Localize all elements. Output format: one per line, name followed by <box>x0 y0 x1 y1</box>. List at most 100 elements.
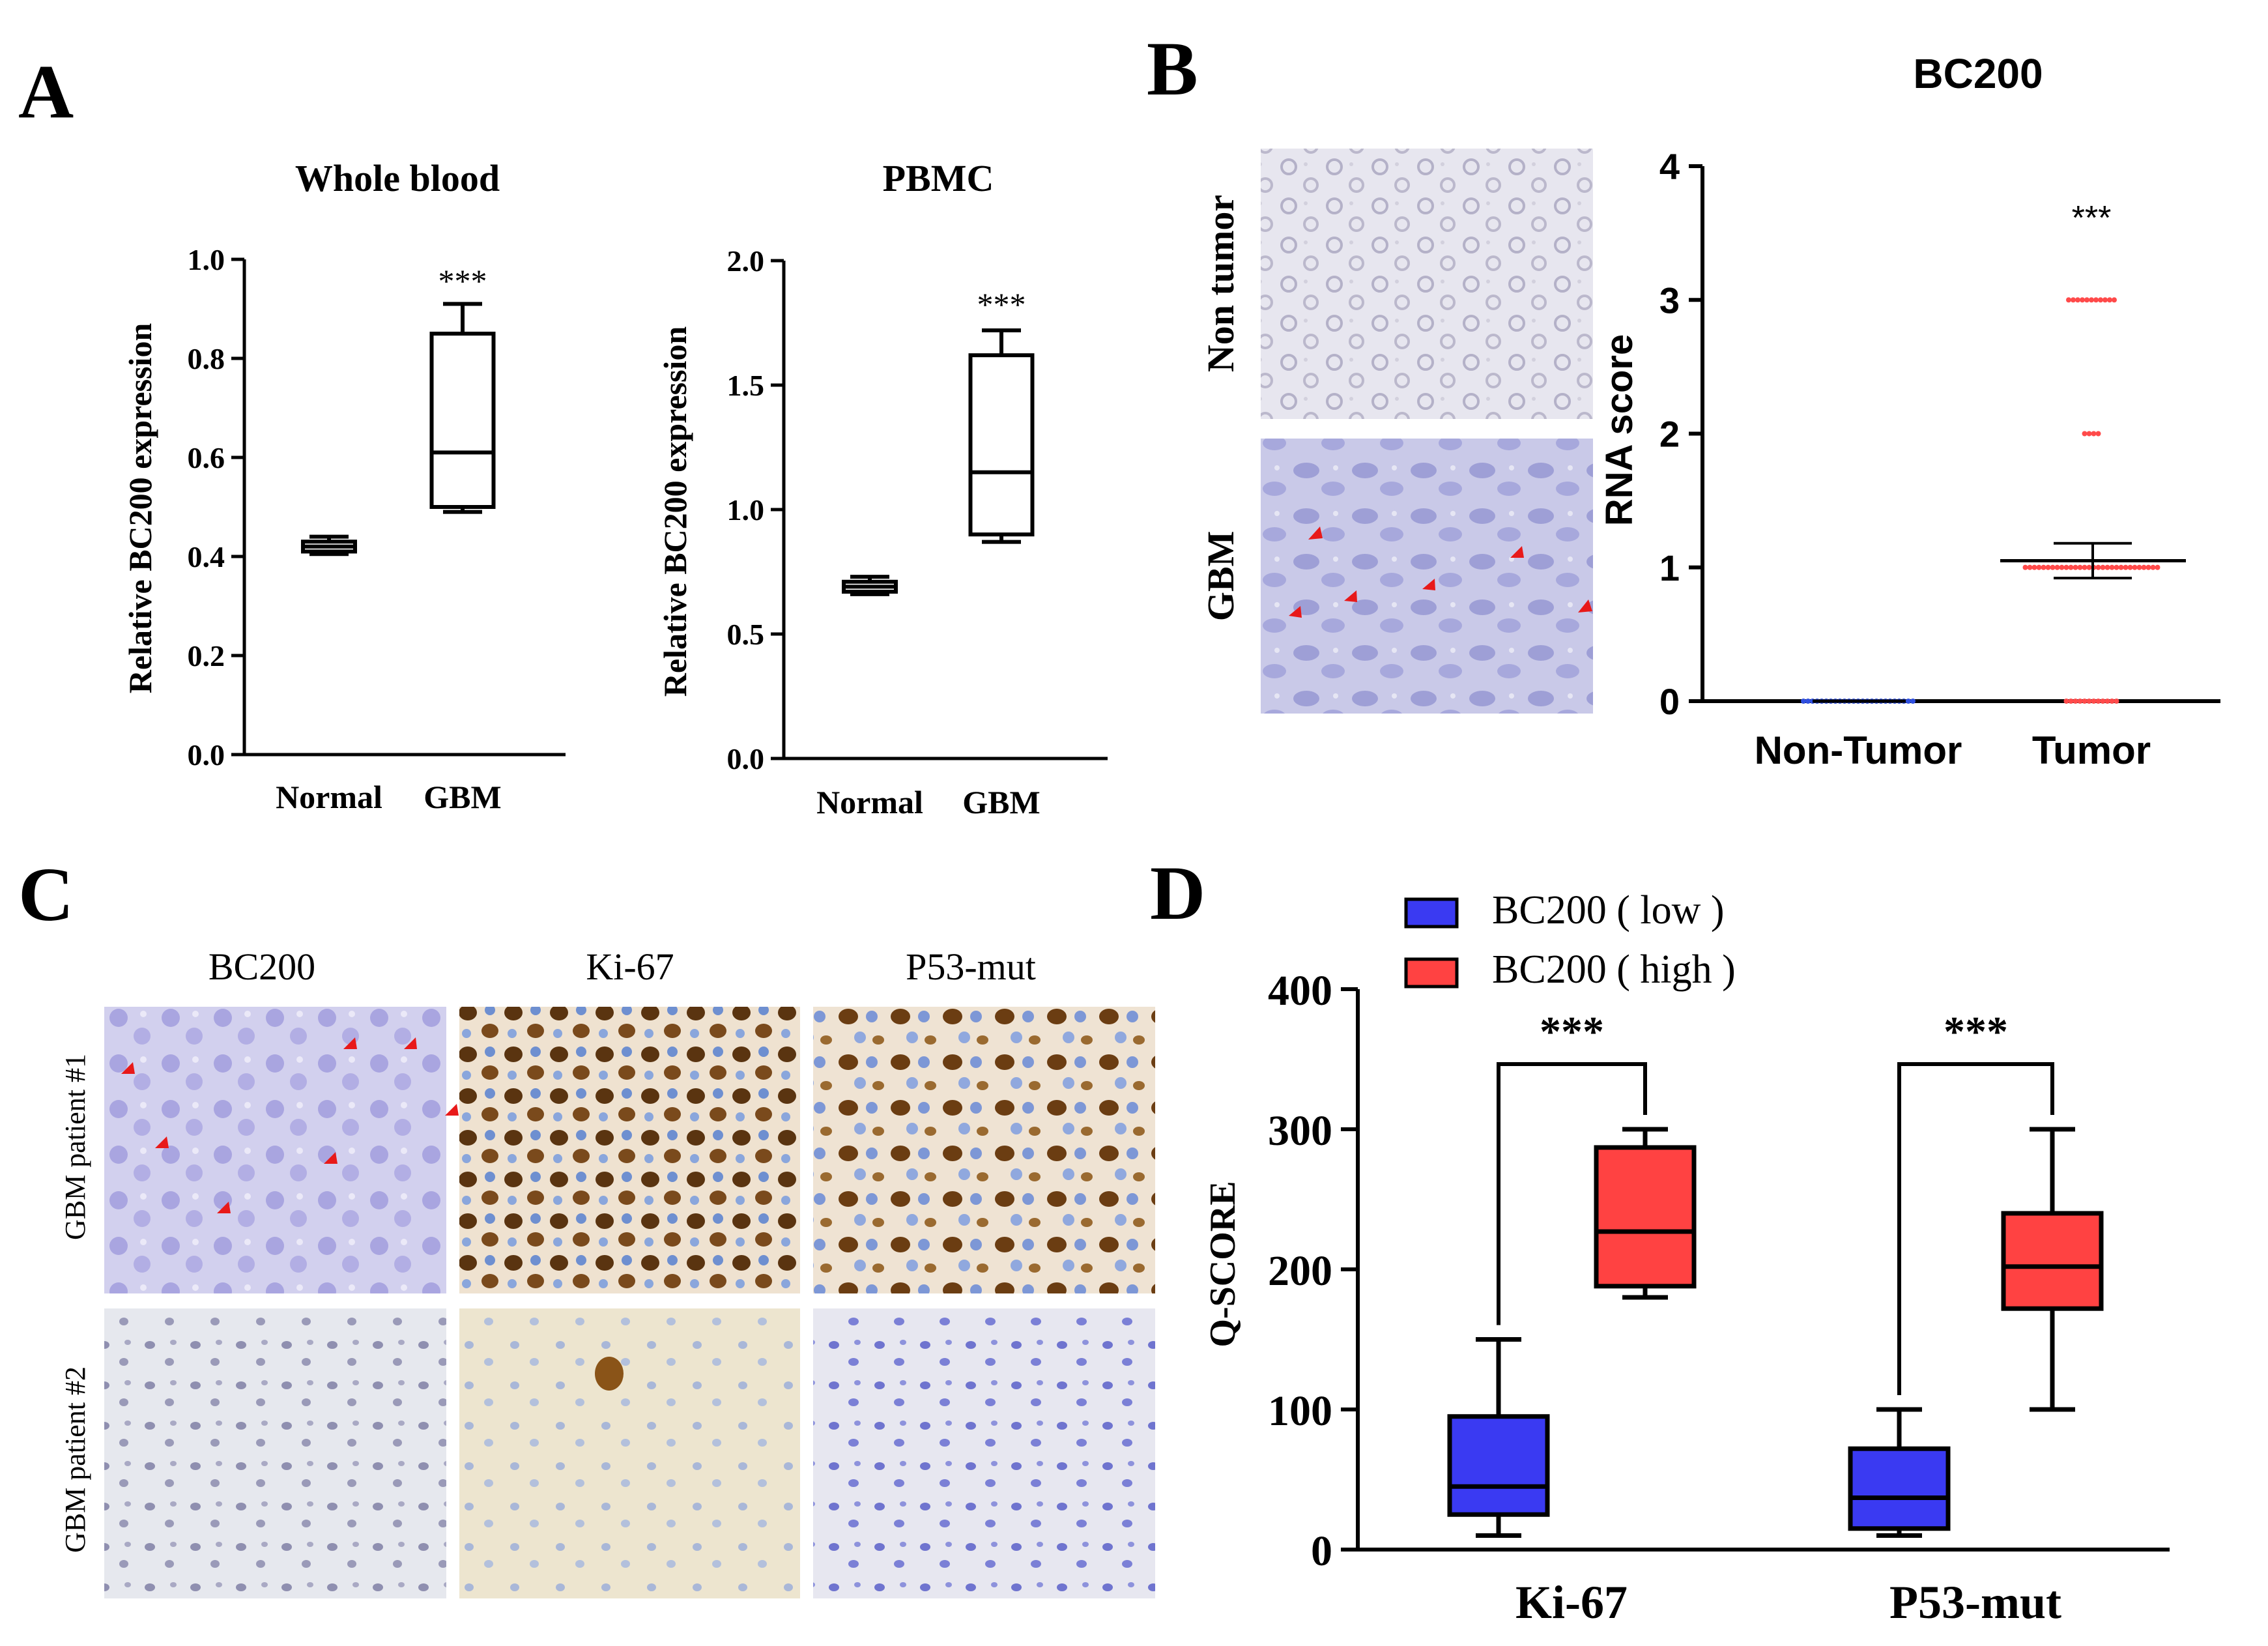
legend-swatch-low <box>1404 897 1459 929</box>
data-point <box>2084 297 2089 303</box>
chart-title: Whole blood <box>295 157 500 199</box>
data-point <box>2103 297 2108 303</box>
data-point <box>2077 564 2083 570</box>
data-point <box>2068 699 2074 704</box>
y-tick-label: 1.0 <box>727 493 765 527</box>
y-tick-label: 0.0 <box>727 742 765 775</box>
micrograph-p53-patient-1 <box>813 1007 1155 1293</box>
column-label-bc200: BC200 <box>208 946 315 988</box>
data-point <box>2063 564 2069 570</box>
column-label-p53: P53-mut <box>906 946 1036 988</box>
chart-title: BC200 <box>1913 50 2043 97</box>
data-point <box>2086 699 2092 704</box>
box-plot <box>301 534 357 556</box>
data-point <box>2091 431 2097 437</box>
y-axis-label: RNA score <box>1598 334 1641 526</box>
rna-score-chart: BC200 RNA score 0 1 2 3 4 Non-Tumor Tumor *** <box>1598 50 2220 772</box>
x-tick-label: Normal <box>816 784 923 820</box>
x-tick-label: Tumor <box>2032 729 2151 772</box>
data-point <box>2112 297 2117 303</box>
row-label-patient-1: GBM patient #1 <box>59 1054 91 1240</box>
y-tick-label: 0 <box>1659 681 1680 722</box>
image-label-non-tumor: Non tumor <box>1199 195 1242 372</box>
chart-title: PBMC <box>883 157 994 199</box>
image-label-gbm: GBM <box>1199 531 1242 622</box>
data-point <box>2063 699 2069 704</box>
data-point <box>2100 699 2106 704</box>
red-arrow <box>121 1062 135 1074</box>
micrograph-gbm <box>1261 439 1593 714</box>
y-tick-label: 0.0 <box>188 738 225 772</box>
significance-stars: *** <box>977 286 1026 323</box>
data-point <box>2114 699 2119 704</box>
data-point <box>2086 431 2092 437</box>
red-arrow <box>343 1037 357 1049</box>
box-plot <box>1848 1407 1951 1538</box>
red-arrow <box>1578 599 1592 613</box>
data-point <box>2136 564 2142 570</box>
data-point <box>2068 564 2074 570</box>
data-point <box>2095 431 2101 437</box>
data-point <box>2054 564 2060 570</box>
data-point <box>2127 564 2133 570</box>
red-arrow <box>445 1104 459 1116</box>
x-tick-label: GBM <box>962 784 1040 820</box>
data-point <box>2123 564 2129 570</box>
micrograph-non-tumor <box>1261 149 1593 419</box>
row-label-patient-2: GBM patient #2 <box>59 1366 91 1553</box>
significance-stars: *** <box>1540 1008 1604 1056</box>
data-point <box>2082 564 2088 570</box>
panel-letter-a: A <box>18 49 74 134</box>
legend-label-low: BC200 ( low ) <box>1492 888 1725 932</box>
y-tick-label: 0.6 <box>188 441 225 474</box>
x-tick-label: Normal <box>276 779 382 815</box>
red-arrow <box>1422 579 1435 590</box>
data-point <box>1910 699 1916 704</box>
significance-stars: *** <box>1944 1008 2008 1056</box>
data-point <box>2093 297 2099 303</box>
y-tick-label: 2 <box>1659 414 1680 455</box>
box-plot <box>1447 1337 1550 1538</box>
panel-b-micrographs: Non tumor GBM <box>1199 149 1593 714</box>
red-arrow <box>1289 606 1302 618</box>
red-arrow <box>217 1202 231 1213</box>
y-tick-label: 200 <box>1268 1247 1332 1295</box>
data-point <box>2107 297 2112 303</box>
box-iqr <box>968 353 1035 537</box>
data-point <box>2082 699 2088 704</box>
y-tick-label: 1.0 <box>188 243 225 276</box>
panel-letter-c: C <box>18 852 74 937</box>
data-point <box>2109 564 2115 570</box>
box-plot <box>842 575 898 596</box>
data-point <box>2155 564 2160 570</box>
data-point <box>2091 699 2097 704</box>
significance-bracket <box>1897 1062 2054 1395</box>
panel-letter-b: B <box>1147 26 1198 111</box>
bc200-red-arrows <box>121 1037 459 1213</box>
y-axis-label: Q-SCORE <box>1203 1181 1243 1347</box>
data-point <box>2109 699 2115 704</box>
legend: BC200 ( low ) BC200 ( high ) <box>1404 888 1736 992</box>
y-tick-label: 2.0 <box>727 244 765 278</box>
y-tick-label: 1.5 <box>727 369 765 402</box>
significance-bracket <box>1497 1062 1647 1325</box>
y-tick-label: 300 <box>1268 1107 1332 1155</box>
brown-nucleus <box>595 1357 624 1391</box>
data-point <box>1801 699 1806 704</box>
panel-letter-d: D <box>1150 850 1205 936</box>
box-plot <box>429 302 496 514</box>
micrograph-p53-patient-2 <box>813 1308 1155 1598</box>
y-tick-label: 0.5 <box>727 618 765 651</box>
micrograph-bc200-patient-2 <box>104 1308 446 1598</box>
x-tick-label: GBM <box>423 779 501 815</box>
y-tick-label: 0.8 <box>188 342 225 375</box>
y-tick-label: 3 <box>1659 280 1680 321</box>
data-point <box>2104 699 2110 704</box>
micrograph-ki67-patient-2 <box>459 1308 800 1598</box>
data-point <box>2086 564 2092 570</box>
significance-stars: *** <box>438 263 487 299</box>
legend-swatch-high <box>1404 957 1459 989</box>
data-point <box>2146 564 2151 570</box>
box-iqr <box>1848 1446 1951 1531</box>
